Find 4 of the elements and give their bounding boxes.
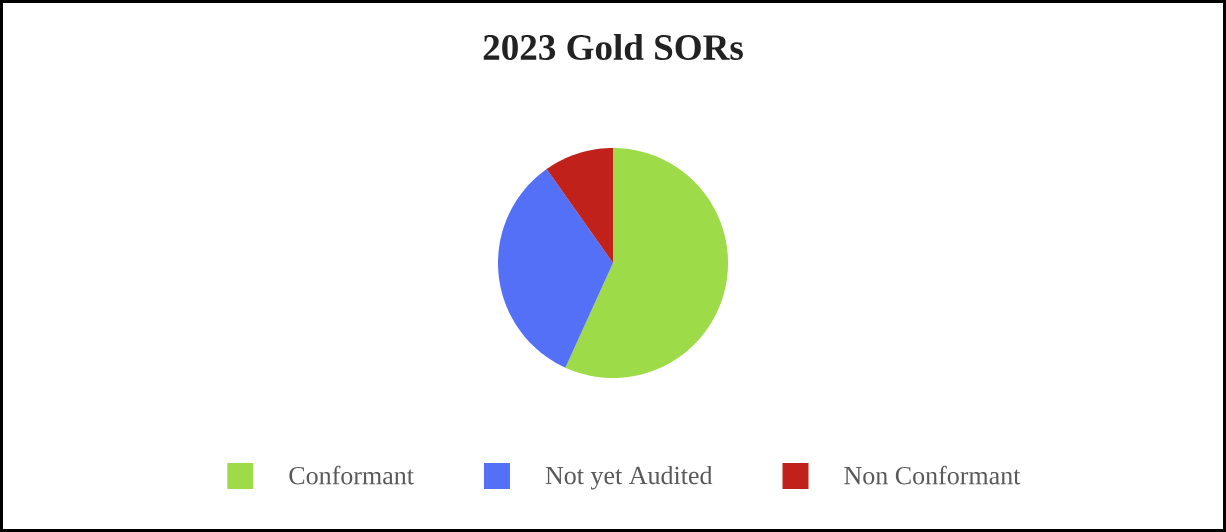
chart-title: 2023 Gold SORs: [483, 33, 743, 61]
legend-label: Conformant: [289, 465, 414, 485]
legend-label: Not yet Audited: [545, 465, 713, 490]
legend-label: Non Conformant: [844, 465, 1021, 485]
